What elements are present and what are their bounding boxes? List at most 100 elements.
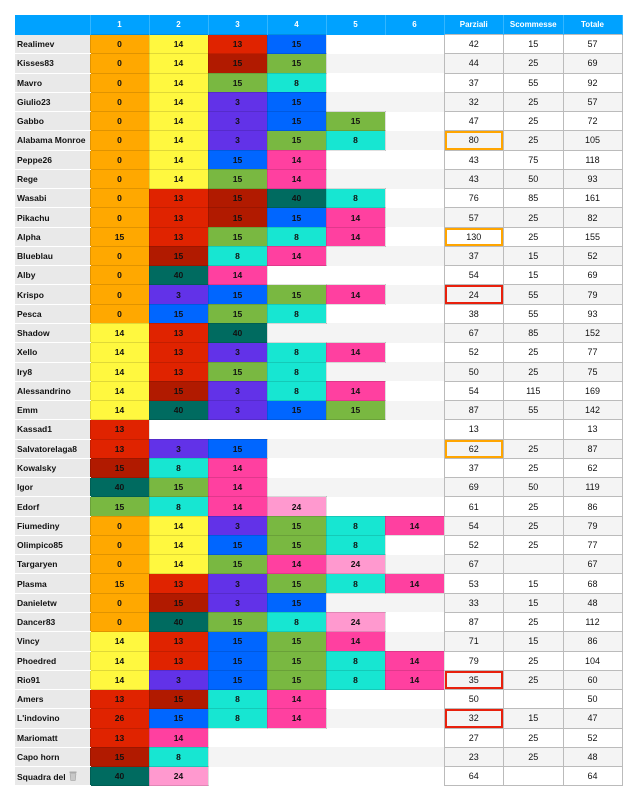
player-name-text: Dancer83 (17, 617, 56, 628)
round-score-cell: 0 (89, 303, 150, 324)
empty-round-cell (326, 728, 385, 748)
empty-round-cell (385, 593, 444, 613)
player-name-text: Vincy (17, 636, 40, 647)
round-score-cell: 15 (148, 708, 209, 729)
scommesse-cell: 25 (503, 53, 564, 74)
totale-cell: 13 (562, 419, 623, 440)
round-score-cell: 13 (207, 33, 268, 55)
table-row: Olimpico85 0 14 15 15 8 52 25 77 (15, 534, 623, 556)
round-score-cell: 13 (148, 226, 209, 247)
empty-round-cell (326, 150, 385, 170)
parziali-cell: 44 (443, 53, 504, 74)
empty-round-cell (326, 708, 385, 729)
empty-round-cell (385, 304, 444, 324)
player-name: Capo horn (15, 747, 90, 768)
round-score-cell: 14 (148, 72, 209, 93)
player-name-text: Igor (17, 482, 34, 493)
empty-round-cell (326, 92, 385, 112)
parziali-cell: 87 (443, 400, 504, 421)
empty-round-cell (385, 92, 444, 112)
totale-cell: 79 (562, 515, 623, 536)
player-name: Mariomatt (15, 728, 90, 748)
round-score-cell: 15 (325, 111, 386, 132)
round-score-cell: 15 (207, 303, 268, 324)
totale-cell: 48 (562, 592, 623, 613)
scommesse-cell: 25 (503, 534, 564, 556)
trash-icon (66, 771, 77, 782)
player-name: Rege (15, 169, 90, 190)
round-score-cell: 8 (207, 689, 268, 710)
column-header-2: 2 (149, 15, 209, 35)
empty-round-cell (385, 381, 444, 401)
round-score-cell: 8 (325, 669, 386, 691)
round-score-cell: 24 (325, 611, 386, 633)
column-header-name (15, 15, 91, 35)
round-score-cell: 40 (89, 766, 150, 787)
player-name-text: Pesca (17, 308, 42, 319)
scommesse-cell (503, 689, 564, 710)
player-name-text: Xello (17, 347, 38, 358)
player-name: Rio91 (15, 670, 90, 691)
column-header-5: 5 (326, 15, 386, 35)
table-row: Alpha 15 13 15 8 14 130 25 155 (15, 226, 623, 247)
player-name-text: Alby (17, 270, 36, 281)
round-score-cell: 15 (207, 226, 268, 247)
scommesse-cell: 25 (503, 727, 564, 748)
round-score-cell: 14 (148, 91, 209, 113)
player-name-text: Squadra del (17, 771, 66, 782)
table-row: Capo horn 15 8 23 25 48 (15, 746, 623, 768)
player-name: Alby (15, 265, 90, 286)
parziali-cell: 57 (443, 207, 504, 228)
round-score-cell: 3 (207, 91, 268, 113)
standings-table: 1 2 3 4 5 6 Parziali Scommesse Totale Realimev 0 1… (15, 15, 623, 787)
round-score-cell: 3 (207, 592, 268, 613)
parziali-cell: 52 (443, 534, 504, 556)
empty-round-cell (385, 323, 444, 343)
scommesse-cell: 25 (503, 130, 564, 151)
player-name-text: Mavro (17, 77, 43, 88)
empty-round-cell (385, 227, 444, 247)
parziali-cell: 80 (443, 130, 504, 151)
empty-round-cell (149, 419, 208, 440)
round-score-cell: 0 (89, 149, 150, 170)
totale-cell: 92 (562, 72, 623, 93)
round-score-cell: 15 (266, 91, 327, 113)
totale-cell: 68 (562, 573, 623, 594)
round-score-cell: 0 (89, 611, 150, 633)
empty-round-cell (385, 169, 444, 189)
player-name: Mavro (15, 73, 90, 93)
table-row: Mariomatt 13 14 27 25 52 (15, 727, 623, 748)
round-score-cell: 26 (89, 708, 150, 729)
round-score-cell: 15 (207, 650, 268, 671)
empty-round-cell (326, 323, 385, 343)
player-name-text: L'indovino (17, 713, 60, 724)
scommesse-cell (503, 554, 564, 575)
player-name: Wasabi (15, 188, 90, 209)
parziali-cell: 130 (443, 226, 504, 247)
round-score-cell: 15 (266, 33, 327, 55)
player-name: Alpha (15, 227, 90, 247)
round-score-cell: 40 (148, 265, 209, 286)
scommesse-cell: 25 (503, 91, 564, 113)
round-score-cell: 14 (266, 554, 327, 575)
scommesse-cell: 55 (503, 284, 564, 305)
round-score-cell: 15 (207, 149, 268, 170)
table-row: Wasabi 0 13 15 40 8 76 85 161 (15, 188, 623, 209)
totale-cell: 69 (562, 53, 623, 74)
round-score-cell: 0 (89, 72, 150, 93)
round-score-cell: 8 (266, 380, 327, 402)
round-score-cell: 14 (384, 669, 445, 691)
player-name: Gabbo (15, 111, 90, 132)
round-score-cell: 15 (207, 72, 268, 93)
round-score-cell: 0 (89, 53, 150, 74)
parziali-cell: 67 (443, 554, 504, 575)
round-score-cell: 14 (148, 534, 209, 556)
round-score-cell: 15 (207, 669, 268, 691)
scommesse-cell: 15 (503, 592, 564, 613)
totale-cell: 142 (562, 400, 623, 421)
empty-round-cell (385, 477, 444, 497)
round-score-cell: 3 (207, 400, 268, 421)
empty-round-cell (385, 150, 444, 170)
totale-cell: 52 (562, 245, 623, 267)
round-score-cell: 13 (89, 727, 150, 748)
